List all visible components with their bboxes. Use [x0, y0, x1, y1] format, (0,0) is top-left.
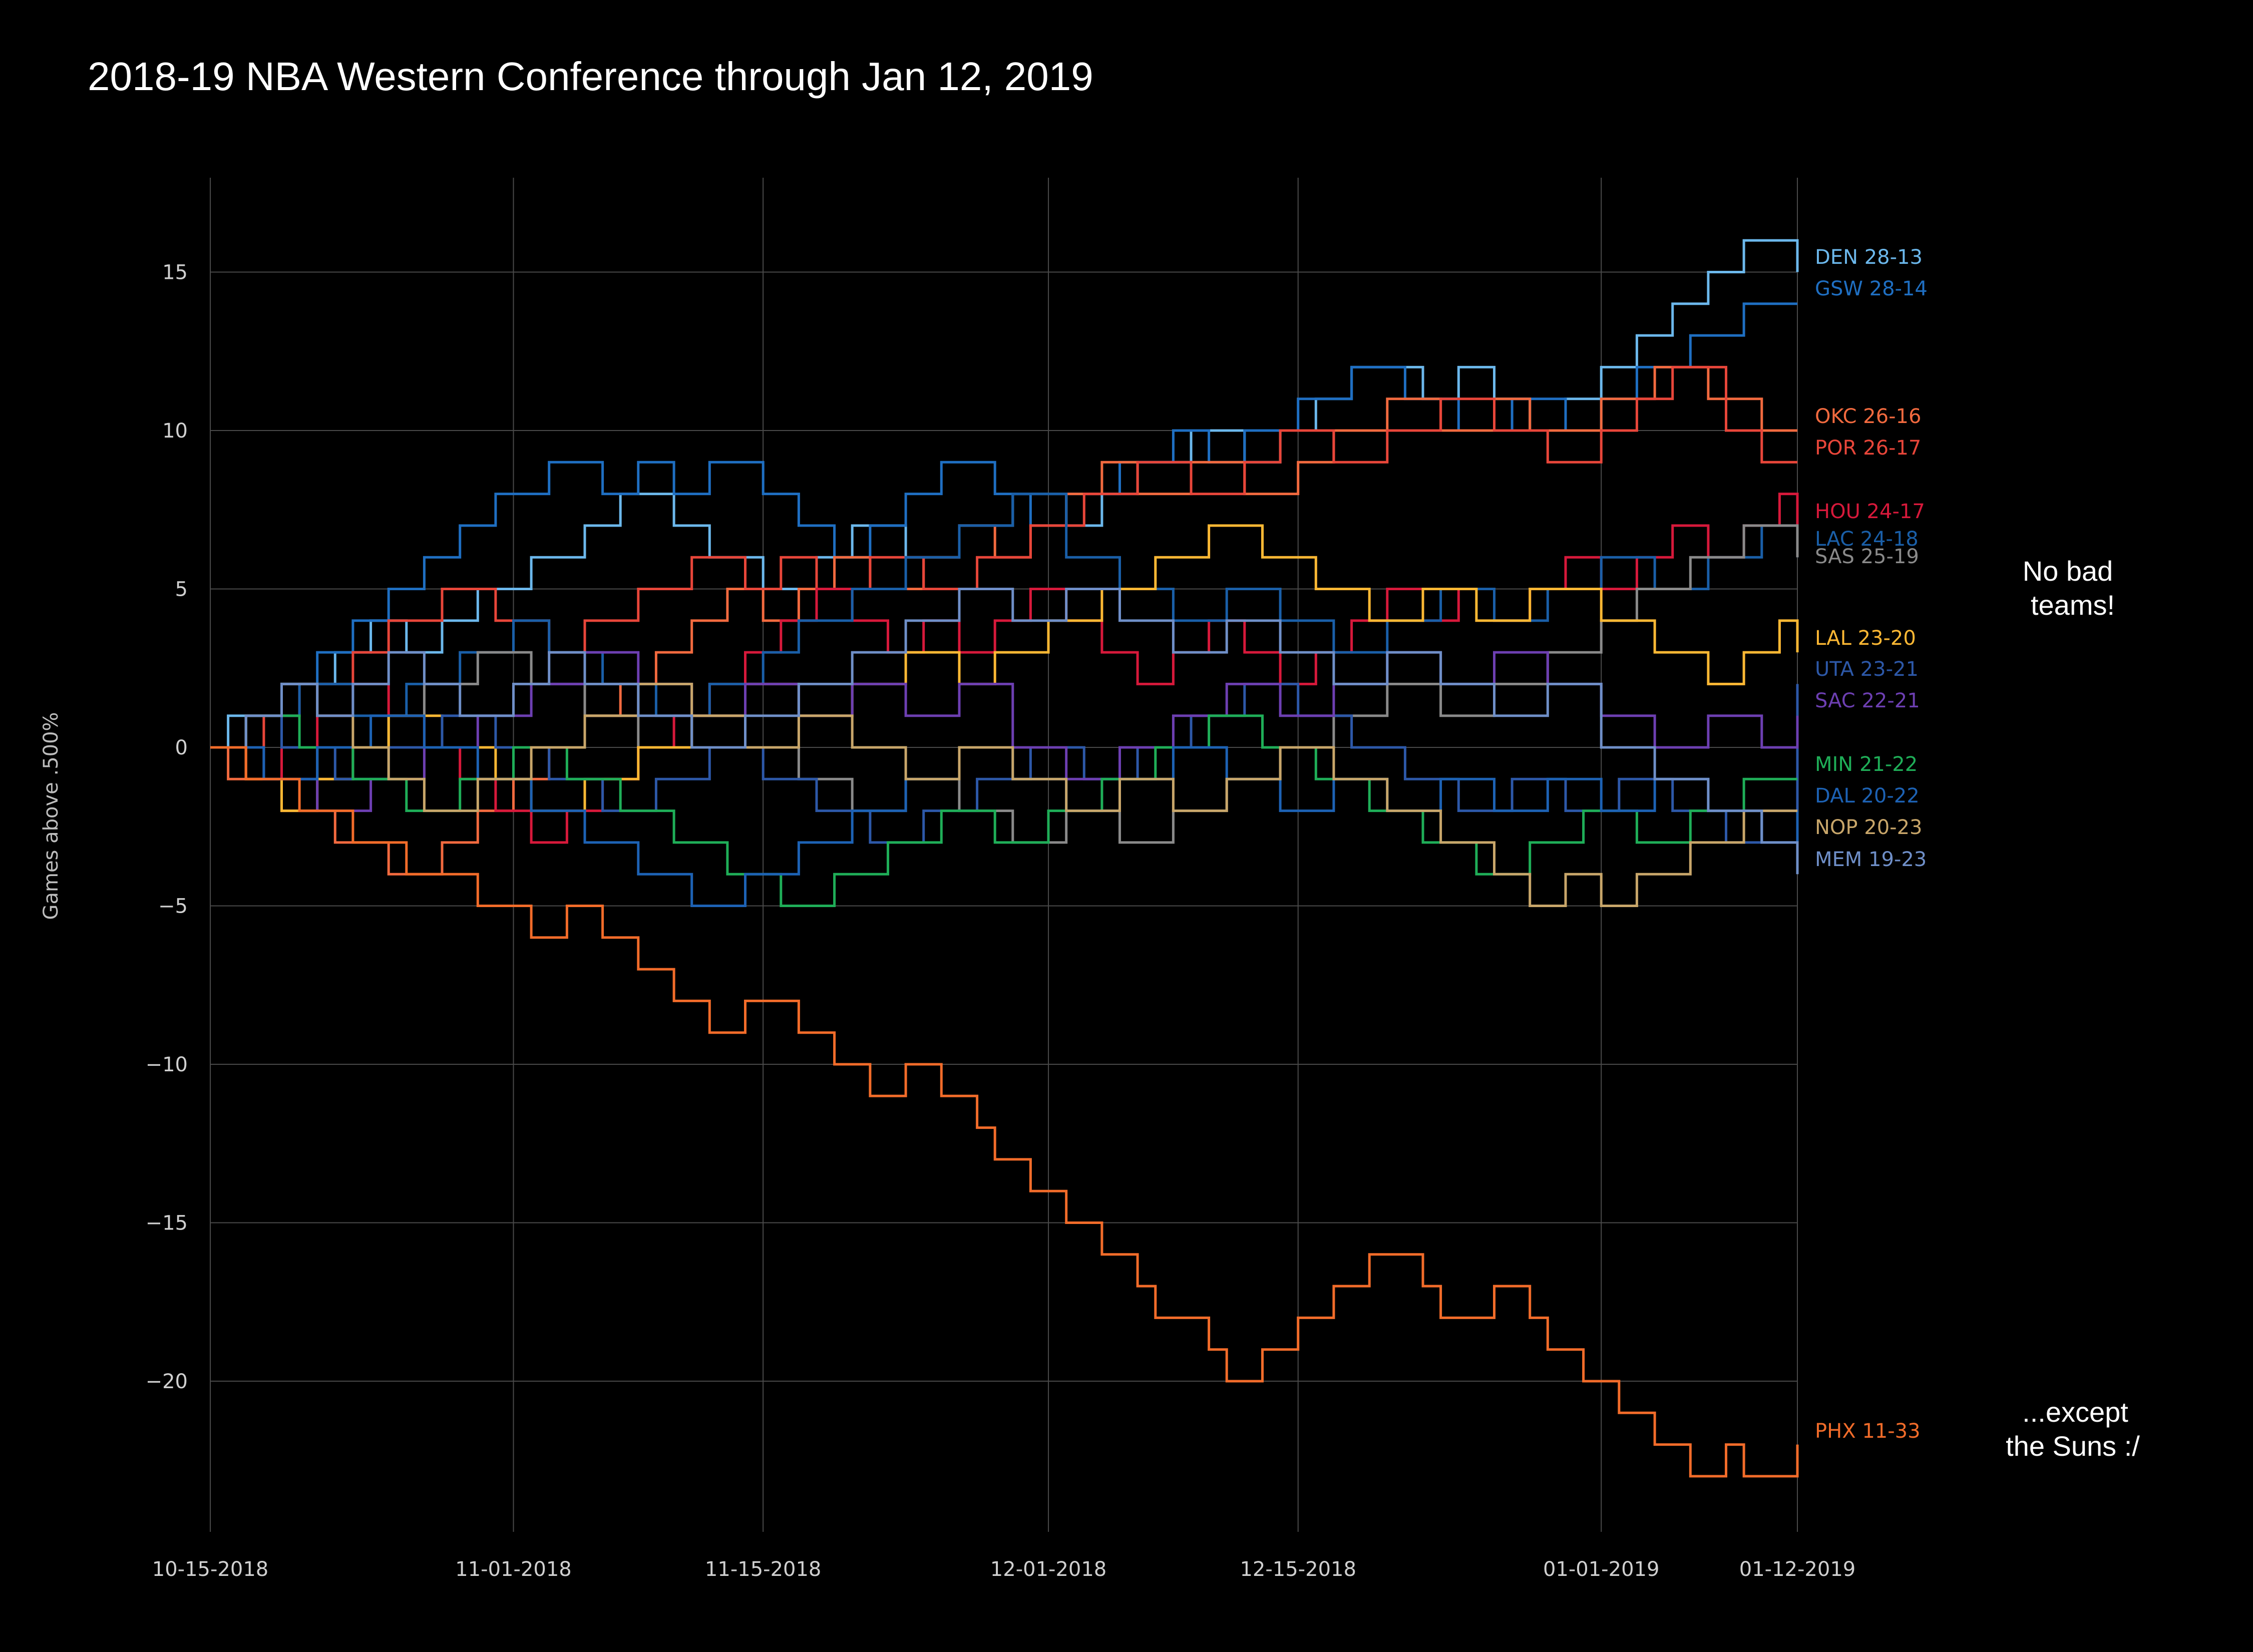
series-line	[210, 365, 1797, 749]
team-label: HOU 24-17	[1815, 500, 1925, 523]
series-line	[210, 651, 1799, 812]
chart-title: 2018-19 NBA Western Conference through J…	[88, 54, 1093, 99]
team-label: LAL 23-20	[1815, 627, 1916, 650]
team-label: DAL 20-22	[1815, 784, 1920, 807]
annotation-text: No bad teams!	[2023, 555, 2115, 621]
y-tick-label: −20	[146, 1370, 188, 1393]
annotations: No bad teams! ...except the Suns :/	[2006, 555, 2140, 1462]
series-line	[210, 493, 1799, 844]
team-label: POR 26-17	[1815, 437, 1921, 460]
x-tick-label: 01-12-2019	[1739, 1558, 1855, 1581]
y-tick-label: −5	[158, 895, 188, 918]
x-tick-label: 11-01-2018	[455, 1558, 571, 1581]
y-axis: 15 10 5 0 −5 −10 −15 −20	[146, 261, 188, 1394]
team-label: SAC 22-21	[1815, 689, 1920, 712]
y-tick-label: 0	[175, 736, 188, 759]
team-label: OKC 26-16	[1815, 405, 1921, 428]
series-line	[210, 682, 1797, 907]
series-line	[210, 682, 1799, 844]
team-labels: DEN 28-13 GSW 28-14 OKC 26-16 POR 26-17 HOU …	[1815, 246, 1928, 1443]
y-tick-label: −15	[146, 1212, 188, 1235]
y-tick-label: −10	[146, 1053, 188, 1076]
team-label: PHX 11-33	[1815, 1420, 1921, 1443]
grid	[210, 178, 1798, 1532]
team-label: DEN 28-13	[1815, 246, 1923, 269]
y-tick-label: 5	[175, 578, 188, 601]
team-label: NOP 20-23	[1815, 816, 1922, 839]
series-line	[210, 746, 1799, 1478]
y-tick-label: 15	[162, 261, 188, 284]
team-label: GSW 28-14	[1815, 277, 1928, 300]
x-tick-label: 01-01-2019	[1543, 1558, 1659, 1581]
x-tick-label: 11-15-2018	[705, 1558, 821, 1581]
team-label: SAS 25-19	[1815, 545, 1919, 568]
series-lines	[210, 239, 1799, 1478]
team-label: MEM 19-23	[1815, 848, 1927, 871]
team-label: UTA 23-21	[1815, 658, 1919, 681]
y-axis-label: Games above .500%	[40, 712, 63, 920]
x-tick-label: 12-15-2018	[1240, 1558, 1356, 1581]
x-axis: 10-15-2018 11-01-2018 11-15-2018 12-01-2018…	[152, 1558, 1855, 1581]
series-line	[210, 524, 1799, 812]
annotation-text: ...except the Suns :/	[2006, 1396, 2140, 1462]
team-label: MIN 21-22	[1815, 753, 1918, 776]
x-tick-label: 10-15-2018	[152, 1558, 268, 1581]
team-label: LAC 24-18	[1815, 528, 1919, 551]
series-line	[210, 714, 1797, 907]
y-tick-label: 10	[162, 420, 188, 443]
series-line	[210, 588, 1799, 875]
x-tick-label: 12-01-2018	[990, 1558, 1106, 1581]
